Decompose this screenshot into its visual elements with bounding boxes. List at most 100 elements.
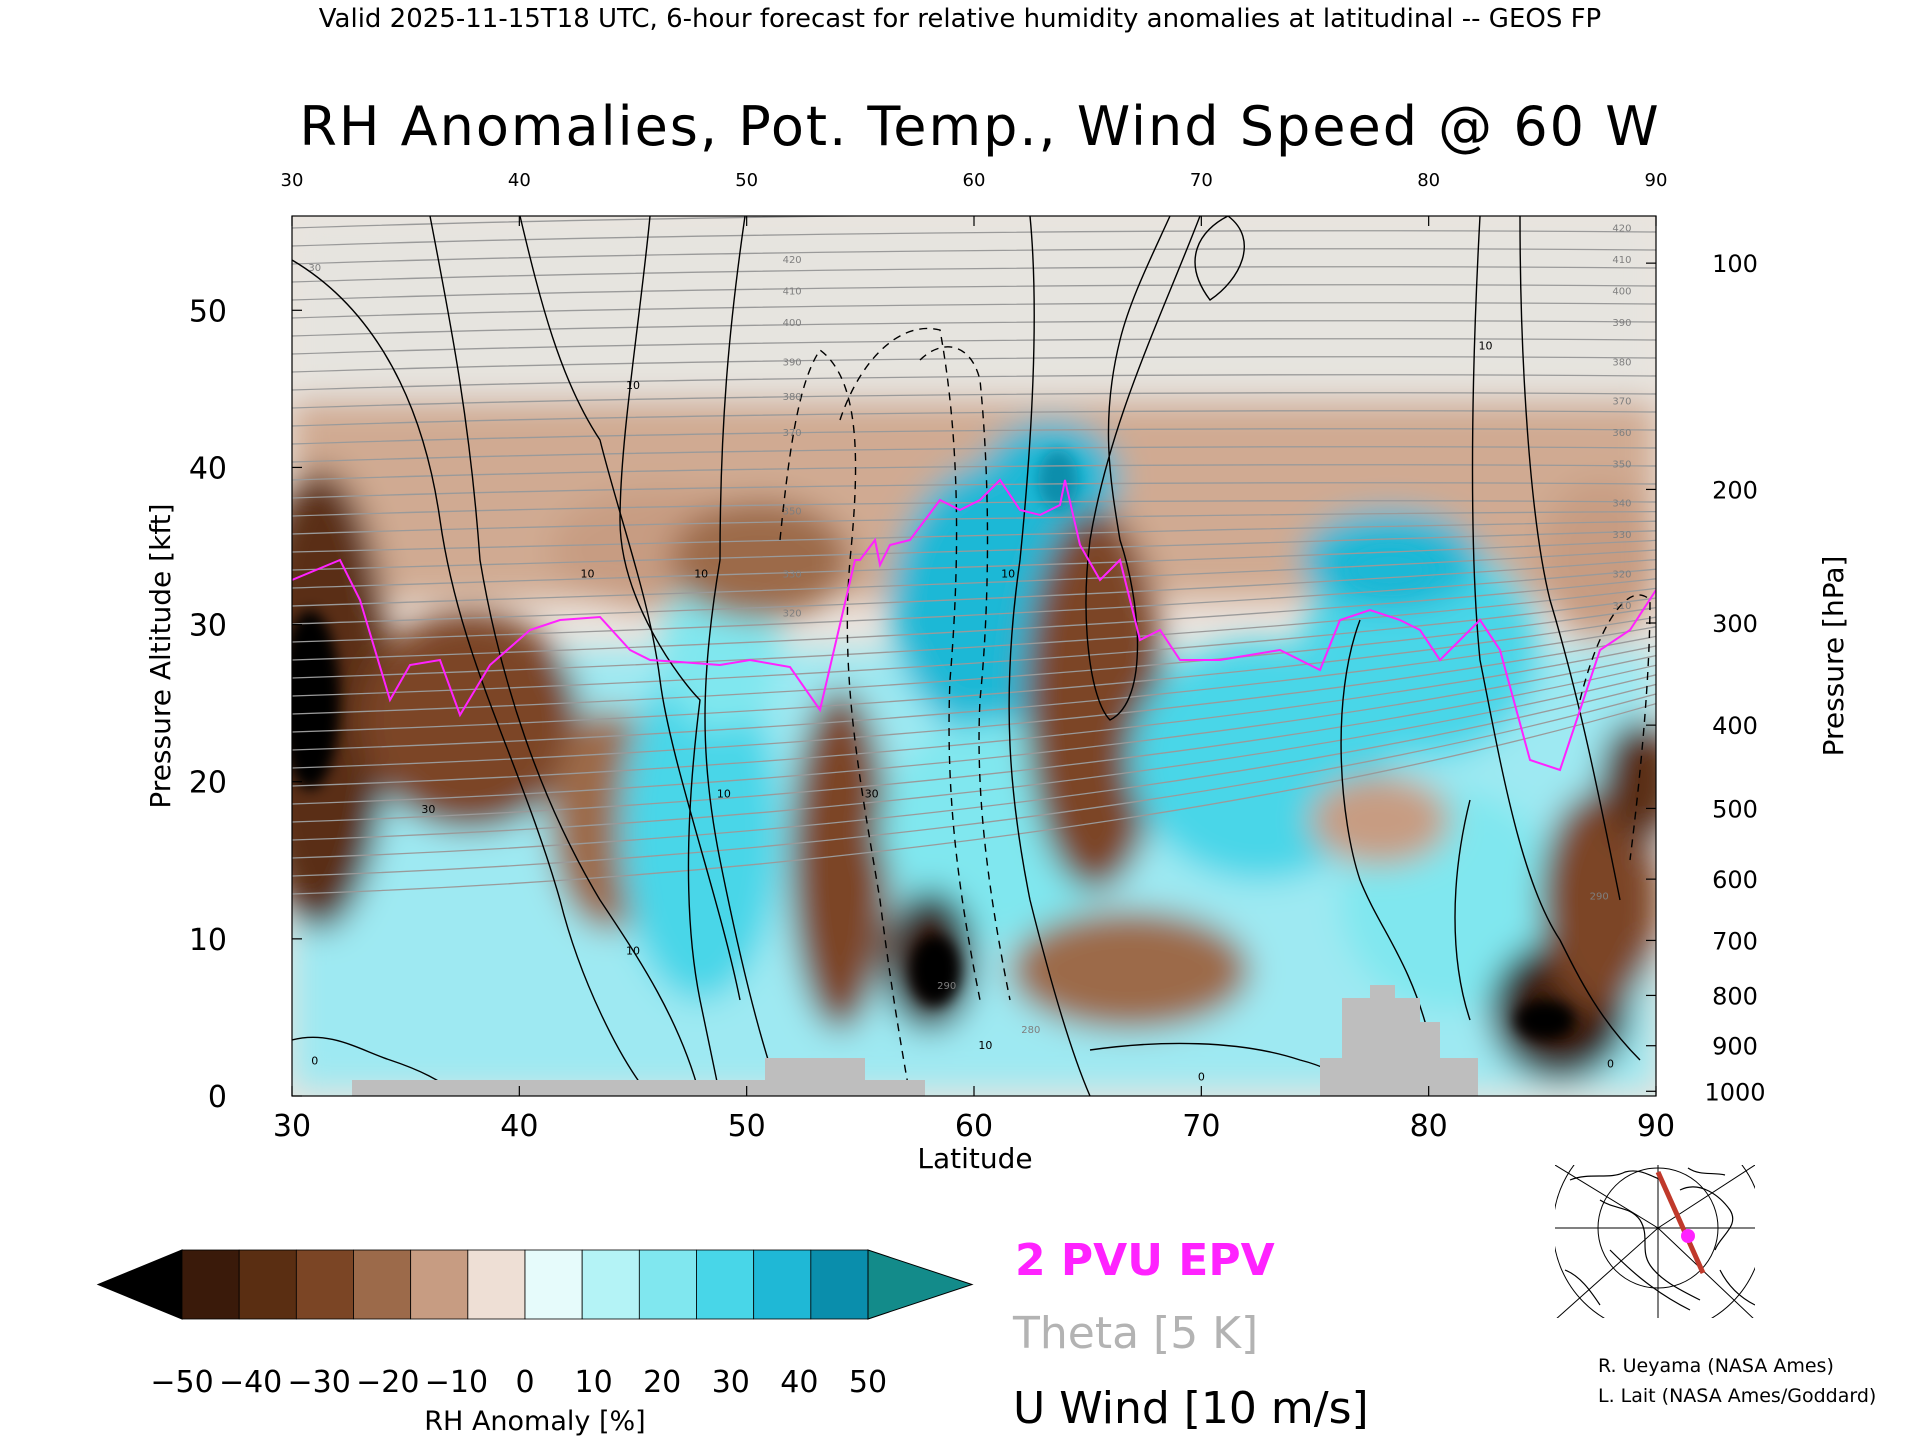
chart-title: RH Anomalies, Pot. Temp., Wind Speed @ 6… — [299, 95, 1660, 158]
colorbar-swatch — [181, 1249, 240, 1320]
map-location-marker — [1681, 1229, 1695, 1243]
pressure-tick-label: 500 — [1712, 795, 1758, 823]
wind-contour-negative — [1579, 594, 1651, 861]
credit-line-1: R. Ueyama (NASA Ames) — [1598, 1355, 1834, 1377]
x-tick-label-top: 70 — [1190, 170, 1213, 191]
theta-contour — [292, 674, 1656, 841]
y-tick-label: 30 — [189, 609, 227, 644]
theta-contour-label: 340 — [1612, 499, 1631, 510]
map-coastlines — [1564, 1167, 1755, 1311]
wind-contour-label: 10 — [717, 787, 731, 800]
wind-contour-label: 10 — [1479, 340, 1493, 353]
wind-contour — [1454, 799, 1471, 1021]
theta-contour-label: 390 — [783, 357, 802, 368]
theta-contour — [292, 510, 1656, 535]
colorbar-right-arrow — [867, 1249, 974, 1320]
pressure-tick-label: 700 — [1712, 927, 1758, 955]
colorbar-tick-label: −40 — [219, 1365, 282, 1400]
x-tick-label: 40 — [500, 1109, 538, 1144]
y-tick-label: 50 — [189, 294, 227, 329]
x-tick-label-top: 40 — [508, 170, 531, 191]
theta-contour-label: 420 — [1612, 224, 1631, 235]
colorbar-tick-label: 0 — [515, 1365, 534, 1400]
theta-contour — [292, 664, 1656, 823]
x-tick-label-top: 30 — [281, 170, 304, 191]
y-axis-label: Pressure Altitude [kft] — [144, 503, 177, 808]
theta-contour-label: 390 — [1612, 318, 1631, 329]
colorbar-label: RH Anomaly [%] — [424, 1406, 645, 1437]
axis-labels: 3030404050506060707080809090010203040501… — [189, 170, 1766, 1144]
map-meridians — [1555, 1165, 1755, 1318]
wind-contour — [1085, 216, 1201, 721]
wind-contour — [704, 216, 781, 1096]
theta-isentropes — [292, 216, 1656, 895]
wind-contour-label: 30 — [865, 787, 879, 800]
colorbar-tick-label: 10 — [575, 1365, 613, 1400]
legend-epv: 2 PVU EPV — [1015, 1235, 1275, 1286]
wind-contour-label: 0 — [1607, 1058, 1614, 1071]
x-tick-label: 50 — [728, 1109, 766, 1144]
theta-contour-label: 400 — [783, 318, 802, 329]
plot-area — [292, 216, 1656, 1096]
theta-contour-label: 350 — [1612, 459, 1631, 470]
theta-contour — [292, 616, 1656, 733]
theta-contour — [292, 597, 1656, 697]
wind-contour-label: 10 — [626, 379, 640, 392]
colorbar-swatch — [638, 1249, 697, 1320]
colorbar-tick-label: 20 — [643, 1365, 681, 1400]
theta-contour-label: 330 — [1612, 530, 1631, 541]
wind-contour-negative — [839, 327, 981, 1001]
locator-map — [1555, 1165, 1755, 1318]
rh-anomaly-cores — [292, 450, 1575, 1040]
theta-contour — [292, 500, 1656, 517]
colorbar-swatch — [353, 1249, 412, 1320]
x-tick-label-top: 60 — [963, 170, 986, 191]
theta-contour — [292, 248, 1656, 265]
theta-contour — [292, 374, 1656, 391]
x-tick-label-top: 80 — [1417, 170, 1440, 191]
x-axis-label: Latitude — [917, 1142, 1032, 1175]
wind-contour-label: 10 — [581, 567, 595, 580]
colorbar-swatch — [295, 1249, 354, 1320]
u-wind-negative-contours — [779, 327, 1651, 1096]
colorbar-swatch — [810, 1249, 869, 1320]
theta-contour — [292, 530, 1656, 571]
pressure-tick-label: 400 — [1712, 712, 1758, 740]
theta-contour — [292, 626, 1656, 751]
pressure-tick-label: 600 — [1712, 866, 1758, 894]
colorbar-swatch — [696, 1249, 755, 1320]
theta-contour — [292, 266, 1656, 283]
colorbar-swatch — [238, 1249, 297, 1320]
wind-contour-negative — [919, 346, 1011, 1001]
theta-contour-label: 330 — [783, 569, 802, 580]
theta-contour-label: 30 — [308, 263, 321, 274]
y-tick-label: 0 — [208, 1080, 227, 1115]
theta-contour — [292, 320, 1656, 337]
axis-ticks — [291, 216, 1657, 1097]
theta-contour — [292, 302, 1656, 319]
pressure-tick-label: 800 — [1712, 982, 1758, 1010]
theta-contour — [292, 338, 1656, 355]
terrain — [352, 985, 1478, 1096]
theta-contour — [292, 693, 1656, 877]
wind-contour-label: 10 — [978, 1039, 992, 1052]
colorbar-swatch — [581, 1249, 640, 1320]
wind-contour — [1471, 216, 1641, 1061]
wind-contour-label: 0 — [311, 1055, 318, 1068]
theta-contour — [292, 635, 1656, 769]
theta-contour-label: 280 — [1021, 1025, 1040, 1036]
pressure-tick-label: 900 — [1712, 1033, 1758, 1061]
credit-line-2: L. Lait (NASA Ames/Goddard) — [1598, 1385, 1876, 1407]
rh-anomaly-field — [292, 216, 1656, 1090]
wind-contour — [1008, 216, 1091, 1096]
theta-contour-label: 310 — [1612, 601, 1631, 612]
x-tick-label: 90 — [1637, 1109, 1675, 1144]
wind-contour — [1340, 619, 1431, 1041]
header-text: Valid 2025-11-15T18 UTC, 6-hour forecast… — [319, 4, 1601, 34]
y-tick-label: 20 — [189, 766, 227, 801]
y-tick-label: 40 — [189, 451, 227, 486]
theta-contour-label: 320 — [783, 609, 802, 620]
wind-contour — [619, 216, 721, 1096]
wind-contour — [1519, 216, 1621, 901]
theta-contour-label: 360 — [1612, 428, 1631, 439]
